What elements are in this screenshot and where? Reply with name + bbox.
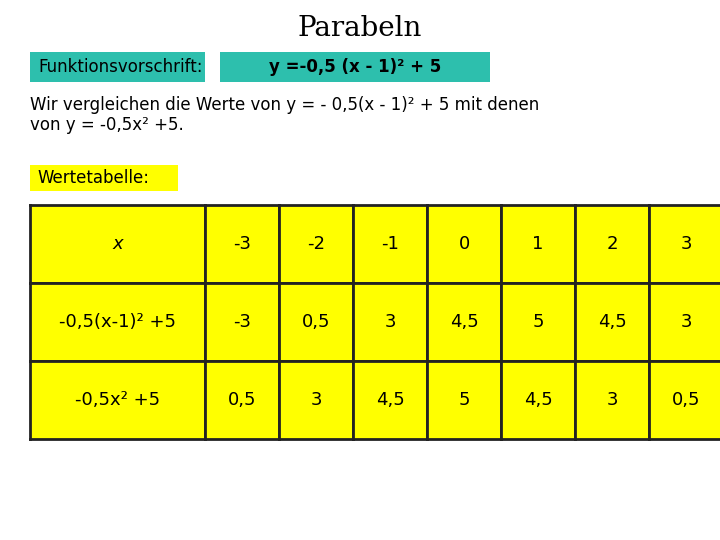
- Text: 4,5: 4,5: [449, 313, 478, 331]
- Text: 4,5: 4,5: [598, 313, 626, 331]
- Text: 3: 3: [680, 235, 692, 253]
- Text: x: x: [112, 235, 123, 253]
- Text: 0: 0: [459, 235, 469, 253]
- Text: Wir vergleichen die Werte von y = - 0,5(x - 1)² + 5 mit denen: Wir vergleichen die Werte von y = - 0,5(…: [30, 96, 539, 114]
- Text: -0,5(x-1)² +5: -0,5(x-1)² +5: [59, 313, 176, 331]
- Text: 4,5: 4,5: [523, 391, 552, 409]
- Text: 5: 5: [458, 391, 469, 409]
- Text: -2: -2: [307, 235, 325, 253]
- Text: 2: 2: [606, 235, 618, 253]
- Text: 0,5: 0,5: [228, 391, 256, 409]
- Text: 5: 5: [532, 313, 544, 331]
- Text: 3: 3: [680, 313, 692, 331]
- Text: 4,5: 4,5: [376, 391, 405, 409]
- Text: -0,5x² +5: -0,5x² +5: [75, 391, 160, 409]
- Text: 3: 3: [384, 313, 396, 331]
- Text: von y = -0,5x² +5.: von y = -0,5x² +5.: [30, 116, 184, 134]
- Text: Parabeln: Parabeln: [298, 15, 422, 42]
- Text: Wertetabelle:: Wertetabelle:: [37, 169, 149, 187]
- Text: y =-0,5 (x - 1)² + 5: y =-0,5 (x - 1)² + 5: [269, 58, 441, 76]
- Text: -1: -1: [381, 235, 399, 253]
- Text: 0,5: 0,5: [302, 313, 330, 331]
- Text: 0,5: 0,5: [672, 391, 701, 409]
- Text: -3: -3: [233, 235, 251, 253]
- Text: 3: 3: [310, 391, 322, 409]
- Text: Funktionsvorschrift:: Funktionsvorschrift:: [38, 58, 202, 76]
- Text: -3: -3: [233, 313, 251, 331]
- Text: 1: 1: [532, 235, 544, 253]
- Text: 3: 3: [606, 391, 618, 409]
